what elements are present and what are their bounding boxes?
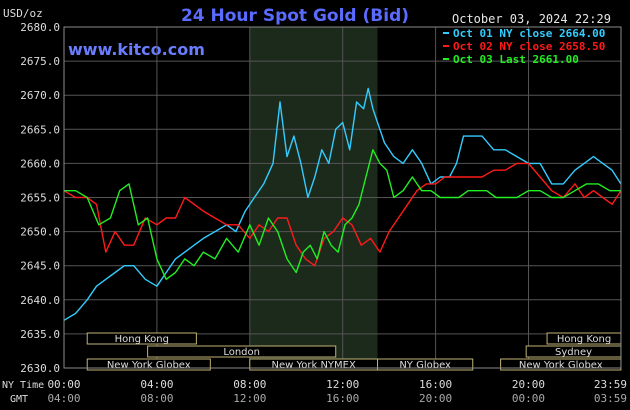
x-tick-label-gmt: 04:00 xyxy=(47,392,80,405)
brand-link[interactable]: www.kitco.com xyxy=(68,40,205,59)
x-axis: NY Time GMT 00:0004:0004:0008:0008:0012:… xyxy=(2,378,627,405)
x-tick-label-ny: 23:59 xyxy=(594,378,627,391)
y-tick-label: 2640.0 xyxy=(20,294,60,307)
x-tick-label-gmt: 16:00 xyxy=(326,392,359,405)
y-tick-label: 2645.0 xyxy=(20,260,60,273)
price-lines xyxy=(63,87,622,321)
session-label: New York Globex xyxy=(519,360,603,371)
chart-timestamp: October 03, 2024 22:29 xyxy=(452,12,611,26)
series-line-1 xyxy=(63,162,622,267)
trading-sessions: Hong Kong London New York Globex New York N… xyxy=(86,332,622,371)
y-tick-label: 2635.0 xyxy=(20,328,60,341)
y-tick-label: 2660.0 xyxy=(20,157,60,170)
x-tick-label-ny: 00:00 xyxy=(47,378,80,391)
x-tick-label-ny: 20:00 xyxy=(512,378,545,391)
x-tick-label-gmt: 12:00 xyxy=(233,392,266,405)
legend-entry: Oct 02 NY close 2658.50 xyxy=(453,40,605,53)
x-axis-row2-label: GMT xyxy=(10,394,28,405)
x-tick-label-ny: 08:00 xyxy=(233,378,266,391)
session-label: New York NYMEX xyxy=(271,360,356,371)
y-axis-tick-labels: 2680.0 2675.0 2670.0 2665.0 2660.0 2655.0 2650… xyxy=(20,21,60,375)
y-tick-label: 2630.0 xyxy=(20,362,60,375)
session-label: New York Globex xyxy=(107,360,191,371)
x-tick-label-ny: 04:00 xyxy=(140,378,173,391)
session-label: Hong Kong xyxy=(115,334,169,345)
x-axis-row1-label: NY Time xyxy=(2,380,44,391)
y-tick-label: 2670.0 xyxy=(20,89,60,102)
y-tick-label: 2665.0 xyxy=(20,123,60,136)
currency-label: USD/oz xyxy=(3,7,43,20)
x-tick-label-ny: 12:00 xyxy=(326,378,359,391)
session-label: London xyxy=(223,347,260,358)
series-line-2 xyxy=(64,149,621,280)
session-bar xyxy=(86,332,197,345)
y-tick-label: 2680.0 xyxy=(20,21,60,34)
session-bar xyxy=(377,358,474,371)
plot-frame xyxy=(63,26,622,369)
session-bar xyxy=(86,358,211,371)
x-tick-label-gmt: 08:00 xyxy=(140,392,173,405)
legend-entry: Oct 01 NY close 2664.00 xyxy=(453,27,605,40)
series-line-0 xyxy=(63,87,622,321)
x-tick-label-gmt: 20:00 xyxy=(419,392,452,405)
session-label: Sydney xyxy=(555,347,592,358)
session-label: NY Globex xyxy=(399,360,451,371)
chart-title: 24 Hour Spot Gold (Bid) xyxy=(181,6,409,26)
y-tick-label: 2675.0 xyxy=(20,55,60,68)
x-tick-label-ny: 16:00 xyxy=(419,378,452,391)
x-tick-label-gmt: 00:00 xyxy=(512,392,545,405)
x-tick-label-gmt: 03:59 xyxy=(594,392,627,405)
session-bar xyxy=(147,345,337,358)
y-tick-label: 2655.0 xyxy=(20,192,60,205)
y-tick-label: 2650.0 xyxy=(20,226,60,239)
legend-entry: Oct 03 Last 2661.00 xyxy=(453,53,579,66)
session-label: Hong Kong xyxy=(557,334,611,345)
